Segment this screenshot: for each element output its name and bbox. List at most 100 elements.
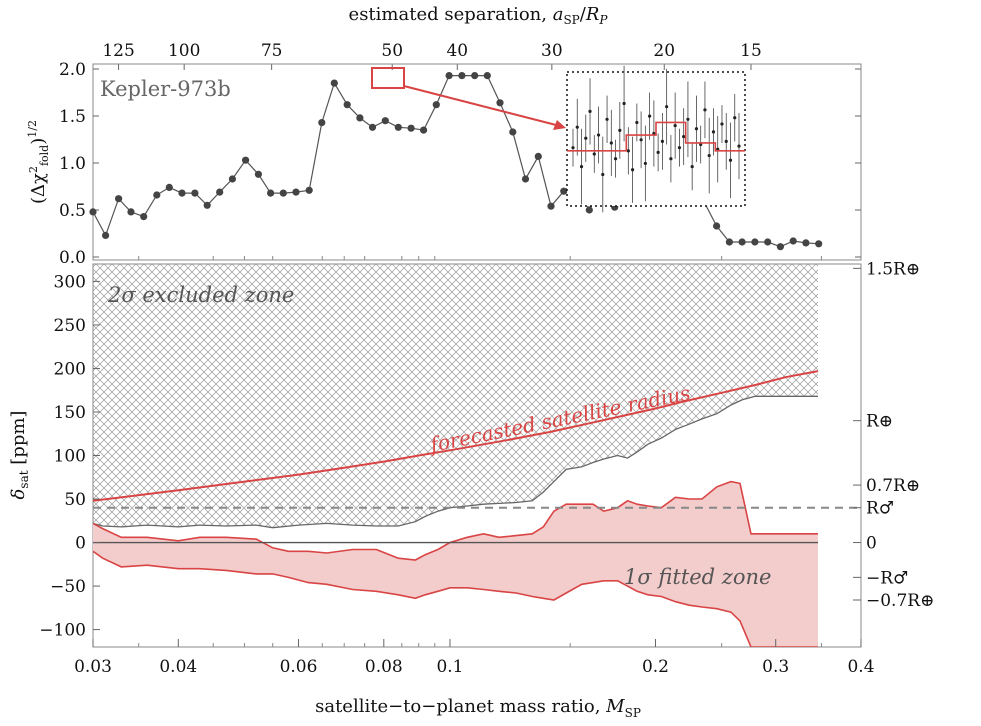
bottom-x-tick-label: 0.06	[280, 657, 318, 677]
top-series-point	[420, 126, 428, 134]
inset-point	[673, 124, 677, 128]
top-series-point	[458, 72, 466, 80]
inset-frame	[566, 71, 746, 207]
inset-point	[575, 125, 579, 129]
inset-point	[626, 149, 630, 153]
top-series-point	[343, 101, 351, 109]
top-series-point	[509, 128, 517, 136]
inset-point	[639, 138, 643, 142]
top-series-point	[585, 206, 593, 214]
top-series-point	[140, 213, 148, 221]
right-axis-tick-label: 0	[866, 534, 877, 554]
inset-point	[724, 139, 728, 143]
top-series-point	[292, 188, 300, 196]
inset-zoom	[566, 65, 746, 213]
top-series-point	[496, 99, 504, 107]
top-ylabel-sup: 2	[27, 166, 40, 173]
right-axis-tick-label: R♂	[866, 499, 894, 519]
bottom-x-tick-label: 0.4	[847, 657, 874, 677]
top-series-point	[356, 114, 364, 122]
bottom-y-tick-label: 150	[54, 403, 86, 423]
bottom-ylabel-unit: [ppm]	[8, 411, 29, 471]
top-series-point	[560, 187, 568, 195]
bottom-y-tick-label: 250	[54, 316, 86, 336]
right-axis-tick-label: −0.7R⊕	[866, 591, 934, 611]
fitted-zone-band	[93, 481, 818, 647]
highlight-box	[371, 67, 405, 89]
highlight-arrow-line	[403, 85, 561, 127]
bottom-panel-x-label: satellite−to−planet mass ratio, MSP	[315, 696, 641, 720]
top-series-point	[89, 208, 97, 216]
inset-point	[690, 164, 694, 169]
top-axis-tick-label: 75	[261, 41, 283, 61]
bottom-x-tick-label: 0.2	[642, 657, 669, 677]
top-series-point	[381, 117, 389, 125]
top-ylabel-power: 1/2	[26, 120, 39, 138]
inset-point	[609, 141, 613, 145]
top-axis-tick-label: 100	[168, 41, 200, 61]
top-series-point	[445, 72, 453, 80]
top-series-point	[203, 201, 211, 209]
inset-point	[677, 146, 682, 150]
top-series-point	[751, 238, 759, 246]
top-y-tick-label: 1.5	[59, 107, 86, 127]
planet-label: Kepler-973b	[100, 77, 231, 101]
top-axis-title-var2: R	[585, 4, 600, 25]
bottom-y-tick-label: 100	[54, 447, 86, 467]
top-series-point	[789, 237, 797, 245]
right-axis-tick-label: R⊕	[866, 412, 893, 432]
top-series-point	[368, 123, 377, 131]
top-series-point	[216, 188, 224, 196]
bottom-panel-y-label: δsat [ppm]	[8, 411, 31, 500]
right-axis-tick-label: 0.7R⊕	[866, 476, 920, 496]
inset-point	[720, 122, 724, 126]
top-series-point	[178, 189, 186, 197]
top-series-point	[534, 152, 542, 160]
top-series-point	[547, 202, 555, 210]
top-axis-tick-label: 15	[740, 41, 762, 61]
top-series-point	[127, 208, 135, 216]
top-series-point	[725, 238, 734, 246]
top-axis-title-var2-sub: P	[598, 13, 608, 27]
inset-point	[652, 131, 656, 136]
top-axis-title-text: estimated separation,	[349, 4, 553, 25]
top-series-point	[394, 123, 402, 131]
inset-point	[622, 101, 626, 106]
bottom-panel-x-ticks: 0.03 0.04 0.06 0.08 0.1 0.2 0.3 0.4	[74, 639, 875, 677]
top-series-point	[521, 175, 530, 183]
inset-point	[682, 135, 686, 139]
top-panel-frame	[92, 63, 862, 261]
bottom-y-tick-label: −50	[50, 577, 86, 597]
inset-point	[588, 109, 592, 114]
inset-point	[707, 153, 711, 158]
excluded-zone-label: 2σ excluded zone	[107, 283, 294, 307]
top-series-point	[432, 101, 440, 109]
highlight-arrow-head	[553, 120, 566, 130]
bottom-xlabel-text: satellite−to−planet mass ratio,	[315, 696, 606, 717]
right-axis-tick-label: 1.5R⊕	[866, 259, 920, 279]
bottom-ylabel-sym: δ	[8, 489, 29, 500]
inset-point	[656, 150, 660, 154]
inset-point	[605, 117, 609, 121]
bottom-y-tick-label: 50	[64, 490, 86, 510]
top-y-tick-label: 0.5	[59, 201, 86, 221]
inset-point	[571, 146, 575, 150]
top-series-point	[267, 189, 275, 197]
bottom-xlabel-var: M	[605, 696, 625, 717]
bottom-y-tick-label: −100	[39, 621, 86, 641]
top-series-point	[738, 238, 746, 246]
inset-point	[660, 139, 664, 143]
top-axis-title-var: a	[553, 4, 564, 25]
top-series-point	[407, 124, 415, 132]
top-series-point	[228, 175, 236, 183]
top-series-point	[764, 238, 772, 246]
inset-point	[711, 130, 716, 134]
top-ylabel-sub: fold	[38, 145, 51, 166]
bottom-xlabel-var-sub: SP	[625, 706, 641, 720]
top-ylabel-close: )	[28, 138, 49, 145]
inset-point	[579, 164, 584, 169]
top-series-point	[279, 189, 287, 197]
top-series-point	[815, 240, 823, 248]
inset-point	[733, 116, 737, 120]
